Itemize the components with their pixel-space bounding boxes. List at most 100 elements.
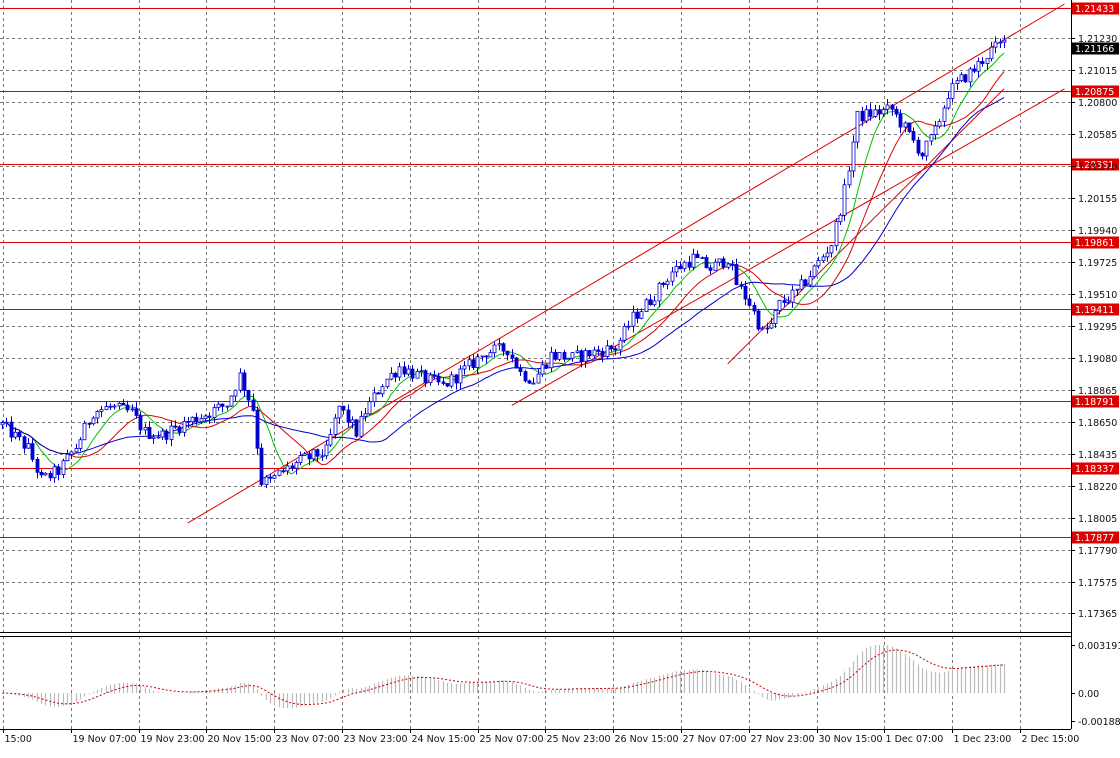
candle-body: [626, 325, 631, 328]
candle-body: [1002, 39, 1007, 43]
candle-body: [618, 339, 623, 351]
price-tick-label: 1.21230: [1078, 34, 1117, 45]
candle-body: [432, 374, 437, 377]
time-axis: 15:00 19 Nov 07:00 19 Nov 23:00 20 Nov 15:0…: [3, 729, 1079, 745]
candle-body: [484, 355, 489, 358]
candle-body: [367, 401, 372, 415]
candle-body: [471, 359, 476, 368]
candle-body: [769, 322, 774, 329]
price-tick-label: 1.18650: [1078, 418, 1117, 429]
candle-body: [622, 326, 627, 341]
candle-body: [777, 300, 782, 311]
candle-body: [78, 439, 83, 449]
candle-body: [56, 466, 61, 475]
level-label-bg: [1072, 462, 1119, 475]
candle-body: [657, 282, 662, 302]
candle-body: [134, 408, 139, 416]
candle-body: [462, 365, 467, 370]
candle-body: [825, 252, 830, 258]
time-tick-label: 27 Nov 07:00: [683, 734, 747, 745]
time-tick-label: 20 Nov 15:00: [208, 734, 272, 745]
candle-body: [207, 415, 212, 418]
price-tick-label: 1.20585: [1078, 130, 1117, 141]
candle-body: [4, 421, 9, 424]
candle-body: [389, 372, 394, 380]
candle-body: [955, 80, 960, 84]
candle-body: [682, 261, 687, 270]
candle-body: [242, 372, 247, 391]
candle-body: [251, 399, 256, 411]
level-label-bg: [1072, 531, 1119, 544]
candle-body: [557, 352, 562, 360]
candle-body: [39, 471, 44, 476]
candle-body: [130, 408, 135, 411]
candle-body: [713, 261, 718, 271]
candle-body: [838, 214, 843, 223]
candle-body: [61, 460, 66, 475]
candle-body: [829, 245, 834, 254]
candle-body: [890, 104, 895, 110]
level-label-bg: [1072, 158, 1119, 171]
candle-body: [203, 415, 208, 419]
candle-body: [445, 383, 450, 387]
candle-body: [281, 470, 286, 473]
candle-body: [605, 345, 610, 357]
candle-body: [821, 256, 826, 262]
candle-body: [635, 311, 640, 319]
candle-body: [147, 426, 152, 439]
candle-body: [108, 405, 113, 408]
candle-body: [592, 349, 597, 357]
candle-body: [708, 267, 713, 271]
candle-body: [216, 403, 221, 408]
current-price-label: 1.21166: [1075, 44, 1114, 55]
candle-body: [937, 120, 942, 127]
candle-body: [229, 395, 234, 407]
candle-body: [613, 348, 618, 351]
level-label-bg: [1072, 395, 1119, 408]
candle-body: [873, 109, 878, 117]
candle-body: [816, 260, 821, 267]
price-tick-label: 1.19295: [1078, 322, 1117, 333]
candle-body: [972, 68, 977, 72]
candle-body: [259, 447, 264, 486]
time-tick-label: 1 Dec 23:00: [954, 734, 1012, 745]
candle-body: [575, 350, 580, 353]
candle-body: [644, 299, 649, 313]
candle-body: [233, 389, 238, 397]
horizontal-levels[interactable]: 1.21433 1.20875 1.20381 1.19861 1.19411 1.187…: [0, 2, 1119, 545]
candle-body: [799, 279, 804, 290]
candle-body: [277, 470, 282, 476]
candle-body: [786, 301, 791, 304]
time-tick-label: 1 Dec 07:00: [886, 734, 944, 745]
candle-body: [497, 343, 502, 346]
candle-body: [324, 444, 329, 457]
level-label: 1.20381: [1075, 160, 1114, 171]
trend-line: [187, 3, 1065, 524]
candle-body: [190, 416, 195, 423]
candle-body: [346, 409, 351, 423]
candle-body: [631, 311, 636, 327]
price-tick-label: 1.19725: [1078, 258, 1117, 269]
price-tick-label: 1.19510: [1078, 290, 1117, 301]
candle-body: [164, 430, 169, 440]
candle-body: [752, 304, 757, 312]
indicator-histogram: [5, 645, 1006, 709]
candle-body: [898, 113, 903, 128]
candle-body: [726, 263, 731, 268]
candle-body: [220, 403, 225, 407]
candle-body: [540, 364, 545, 375]
level-label: 1.19411: [1075, 305, 1114, 316]
candle-body: [514, 357, 519, 369]
candle-body: [609, 345, 614, 350]
candle-body: [199, 418, 204, 423]
candle-body: [704, 257, 709, 269]
time-tick-label: 19 Nov 23:00: [141, 734, 205, 745]
candle-body: [652, 300, 657, 306]
candle-body: [255, 409, 260, 449]
candle-body: [13, 431, 18, 438]
price-tick-label: 1.17365: [1078, 609, 1117, 620]
candle-body: [903, 122, 908, 128]
candle-body: [687, 261, 692, 268]
